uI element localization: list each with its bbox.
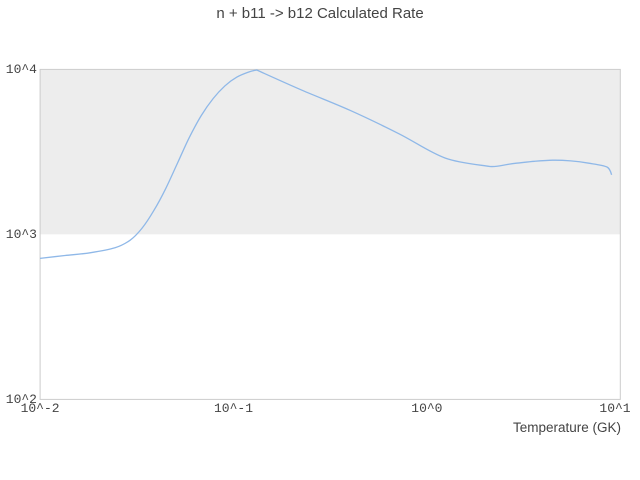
svg-text:10^-2: 10^-2	[21, 401, 60, 416]
svg-text:10^1: 10^1	[599, 401, 630, 416]
svg-text:10^3: 10^3	[6, 227, 37, 242]
svg-text:10^-1: 10^-1	[214, 401, 253, 416]
svg-text:10^4: 10^4	[6, 62, 37, 77]
svg-text:10^0: 10^0	[411, 401, 442, 416]
svg-text:Temperature (GK): Temperature (GK)	[513, 420, 621, 435]
